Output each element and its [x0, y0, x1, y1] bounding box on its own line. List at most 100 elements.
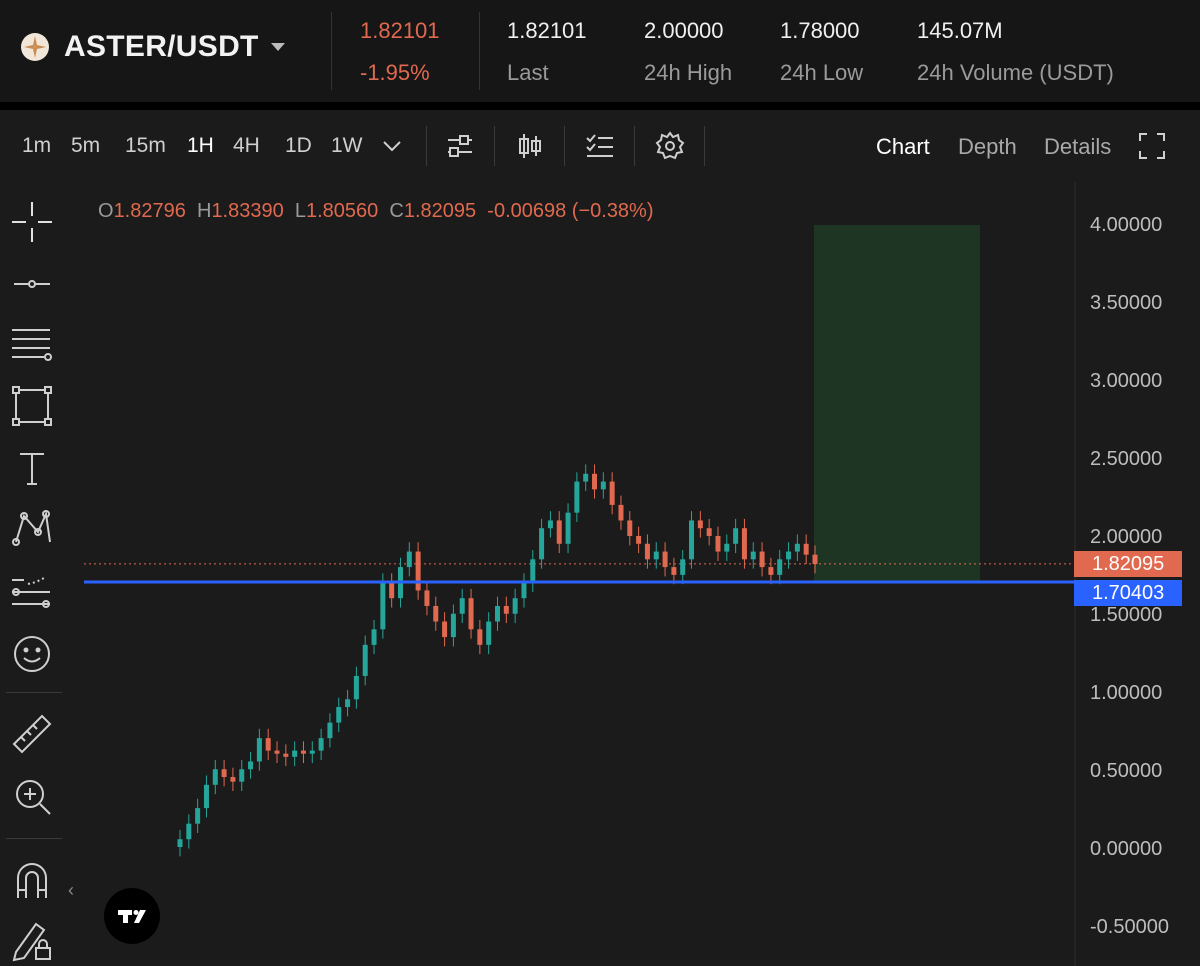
candle-body — [415, 551, 421, 591]
candle-body — [609, 481, 615, 505]
candle-body — [539, 528, 545, 560]
volume-label: 24h Volume (USDT) — [917, 60, 1114, 85]
ohlc-readout: O1.82796 H1.83390 L1.80560 C1.82095 -0.0… — [98, 200, 654, 223]
candle-body — [248, 761, 254, 770]
candle-body — [706, 528, 712, 536]
chevron-down-icon[interactable] — [376, 130, 408, 162]
y-tick-label: 0.50000 — [1090, 760, 1163, 782]
candle-body — [327, 722, 333, 739]
prediction-icon[interactable] — [10, 570, 54, 614]
candle-body — [680, 559, 686, 575]
tab-chart[interactable]: Chart — [876, 134, 930, 159]
candle-body — [689, 520, 695, 560]
ruler-icon[interactable] — [10, 712, 54, 756]
timeframe-1m[interactable]: 1m — [22, 134, 52, 157]
header-separator — [0, 102, 1200, 110]
candle-body — [309, 750, 315, 754]
candle-body — [468, 598, 474, 630]
timeframe-1w[interactable]: 1W — [331, 134, 363, 157]
candle-body — [644, 543, 650, 560]
current-price: 1.82101 -1.95% — [360, 18, 440, 86]
divider — [564, 126, 565, 166]
tab-depth[interactable]: Depth — [958, 134, 1017, 159]
price-change: -1.95% — [360, 60, 430, 85]
fullscreen-icon[interactable] — [1136, 130, 1168, 162]
y-tick-label: 3.00000 — [1090, 370, 1163, 392]
low-label: 24h Low — [780, 60, 864, 85]
tradingview-logo[interactable] — [104, 888, 160, 944]
divider — [634, 126, 635, 166]
price-value: 1.82101 — [360, 18, 440, 43]
candle-body — [627, 520, 633, 536]
timeframe-5m[interactable]: 5m — [71, 134, 101, 157]
candle-body — [212, 769, 218, 785]
candle-body — [230, 777, 236, 782]
stat-24h-high: 2.00000 24h High — [644, 18, 732, 86]
ohlc-open-label: O — [98, 200, 114, 222]
candle-body — [406, 551, 412, 568]
candle-body — [503, 605, 509, 614]
candle-body — [177, 839, 183, 847]
chart-toolbar: 1m 5m 15m 1H 4H 1D 1W Chart Dep — [0, 110, 1200, 182]
candle-body — [345, 699, 351, 708]
candle-body — [389, 582, 395, 599]
current-price-tag: 1.82095 — [1074, 551, 1182, 577]
candle-body — [653, 551, 659, 560]
pattern-icon[interactable] — [10, 506, 54, 550]
candle-body — [697, 520, 703, 529]
ohlc-open: 1.82796 — [113, 200, 186, 222]
y-tick-label: -0.50000 — [1090, 916, 1169, 938]
candle-body — [283, 753, 289, 757]
divider — [494, 126, 495, 166]
candle-body — [547, 520, 553, 529]
timeframe-4h[interactable]: 4H — [233, 134, 260, 157]
low-value: 1.78000 — [780, 18, 860, 43]
timeframe-15m[interactable]: 15m — [125, 134, 166, 157]
lock-drawing-icon[interactable] — [10, 918, 54, 962]
trend-line-icon[interactable] — [10, 262, 54, 306]
candle-body — [768, 567, 774, 575]
candle-body — [583, 473, 589, 482]
candle-body — [203, 784, 209, 809]
price-chart[interactable] — [0, 182, 1200, 966]
horizontal-line-price-tag[interactable]: 1.70403 — [1074, 580, 1182, 606]
candle-body — [300, 750, 306, 754]
stat-last: 1.82101 Last — [507, 18, 587, 86]
high-value: 2.00000 — [644, 18, 724, 43]
text-icon[interactable] — [10, 446, 54, 490]
y-tick-label: 1.00000 — [1090, 682, 1163, 704]
chevron-down-icon — [270, 43, 285, 51]
candle-body — [556, 520, 562, 544]
collapse-sidebar-icon[interactable]: ‹ — [68, 880, 74, 900]
candle-body — [442, 621, 448, 638]
pair-selector[interactable]: ASTER/USDT — [20, 30, 285, 64]
candle-body — [750, 551, 756, 560]
candle-body — [450, 613, 456, 638]
candle-body — [812, 554, 818, 564]
candle-body — [186, 823, 192, 840]
candle-body — [794, 543, 800, 552]
divider — [426, 126, 427, 166]
candle-body — [256, 738, 262, 762]
candle-body — [715, 536, 721, 552]
gear-icon[interactable] — [654, 130, 686, 162]
divider — [6, 838, 62, 839]
indicator-settings-icon[interactable] — [444, 130, 476, 162]
candle-body — [433, 605, 439, 622]
timeframe-1h[interactable]: 1H — [187, 134, 214, 157]
emoji-icon[interactable] — [10, 632, 54, 676]
crosshair-icon[interactable] — [10, 200, 54, 244]
candle-body — [662, 551, 668, 568]
timeframe-1d[interactable]: 1D — [285, 134, 312, 157]
zoom-in-icon[interactable] — [10, 774, 54, 818]
magnet-icon[interactable] — [10, 858, 54, 902]
tab-details[interactable]: Details — [1044, 134, 1112, 159]
candlestick-icon[interactable] — [514, 130, 546, 162]
ohlc-low-label: L — [294, 200, 306, 222]
rectangle-icon[interactable] — [10, 384, 54, 428]
high-label: 24h High — [644, 60, 733, 85]
candle-body — [495, 605, 500, 622]
horizontal-lines-icon[interactable] — [10, 324, 54, 368]
divider — [6, 692, 62, 693]
checklist-icon[interactable] — [584, 130, 616, 162]
